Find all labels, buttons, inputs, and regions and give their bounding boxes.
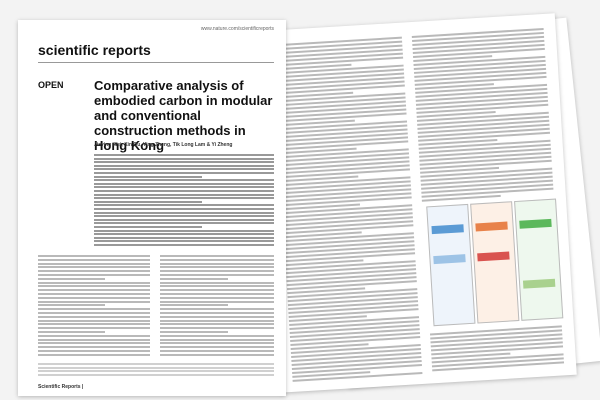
text-line (38, 312, 150, 314)
text-line (160, 312, 274, 314)
text-line (38, 319, 150, 322)
journal-name: scientific reports (38, 42, 151, 58)
text-line (94, 200, 202, 203)
text-line (38, 334, 150, 337)
text-line (94, 164, 274, 167)
text-line (38, 315, 150, 318)
text-line (94, 244, 274, 246)
text-line (160, 296, 274, 299)
text-line (160, 274, 274, 276)
paper-title: Comparative analysis of embodied carbon … (94, 78, 273, 153)
figure-panel (426, 203, 476, 327)
text-line (160, 258, 274, 261)
text-line (94, 161, 274, 164)
text-line (160, 353, 274, 356)
text-line (94, 233, 274, 236)
text-line (38, 289, 150, 292)
text-line (94, 197, 274, 200)
text-line (160, 255, 274, 257)
text-line (38, 300, 150, 303)
text-line (38, 370, 274, 373)
text-line (94, 218, 274, 221)
journal-url: www.nature.com/scientificreports (200, 26, 274, 32)
text-line (94, 211, 274, 214)
text-line (94, 204, 274, 207)
text-line (94, 240, 274, 243)
text-line (160, 262, 274, 265)
text-line (94, 222, 274, 225)
text-line (160, 331, 229, 333)
text-line (94, 157, 274, 160)
text-line (38, 262, 150, 265)
text-line (38, 281, 150, 284)
open-label: OPEN (38, 80, 64, 90)
text-line (94, 229, 274, 232)
text-line (38, 366, 274, 369)
text-line (38, 296, 150, 299)
footer: Scientific Reports | (38, 384, 84, 390)
text-line (38, 327, 150, 330)
text-line (38, 338, 150, 341)
text-line (160, 342, 274, 345)
text-line (160, 334, 274, 337)
text-line (94, 208, 274, 210)
text-line (160, 319, 274, 322)
text-line (94, 236, 274, 239)
text-line (94, 182, 274, 185)
text-line (160, 315, 274, 318)
text-line (38, 293, 150, 295)
text-line (160, 350, 274, 352)
text-line (94, 186, 274, 189)
text-line (38, 258, 150, 261)
text-line (160, 285, 274, 288)
text-line (38, 373, 274, 376)
text-line (160, 277, 229, 280)
text-line (94, 154, 274, 156)
text-line (160, 293, 274, 295)
text-line (94, 190, 274, 192)
text-line (160, 289, 274, 292)
text-line (160, 266, 274, 269)
text-line (94, 175, 202, 178)
text-line (94, 179, 274, 182)
text-line (38, 342, 150, 345)
text-line (160, 338, 274, 341)
text-line (38, 255, 150, 257)
text-line (94, 193, 274, 196)
text-line (160, 308, 274, 311)
text-line (38, 304, 106, 307)
text-line (160, 346, 274, 349)
text-line (160, 323, 274, 326)
text-line (160, 300, 274, 303)
text-line (38, 331, 106, 333)
inner-page (257, 13, 577, 393)
text-line (160, 304, 229, 307)
figure (426, 198, 564, 327)
text-line (160, 281, 274, 284)
front-page: www.nature.com/scientificreports scienti… (18, 20, 286, 396)
authors: Jiaying Wei, Xin Qu, Ying Zheng, Tik Lon… (94, 142, 233, 148)
text-line (94, 226, 202, 228)
text-line (38, 285, 150, 288)
figure-panel (514, 198, 564, 321)
text-line (38, 323, 150, 326)
text-line (94, 172, 274, 174)
divider (38, 62, 274, 63)
text-line (160, 327, 274, 330)
text-line (38, 270, 150, 273)
text-line (38, 308, 150, 311)
text-line (38, 274, 150, 276)
text-line (38, 363, 274, 365)
text-line (38, 346, 150, 349)
figure-panel (470, 201, 520, 324)
text-line (38, 350, 150, 352)
text-line (38, 353, 150, 356)
text-line (38, 266, 150, 269)
text-line (94, 168, 274, 171)
text-line (38, 277, 106, 280)
text-line (160, 270, 274, 273)
text-line (94, 215, 274, 218)
